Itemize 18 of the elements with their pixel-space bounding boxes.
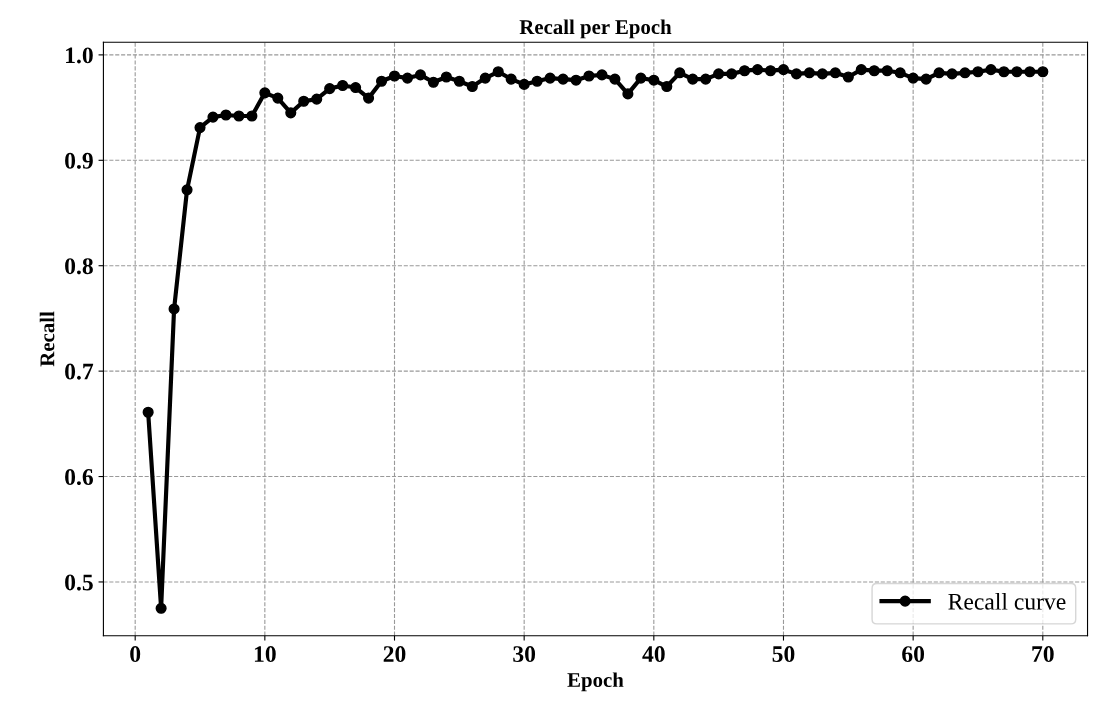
x-tick-label: 10: [254, 646, 276, 663]
y-tick-label: 0.5: [65, 574, 93, 591]
x-tick-label: 50: [772, 646, 795, 663]
y-tick-label: 0.9: [65, 152, 93, 169]
x-tick-label: 60: [902, 646, 925, 663]
x-axis-title: Epoch: [567, 672, 624, 692]
y-axis-title: Recall: [39, 311, 55, 367]
y-tick-label: 1.0: [66, 47, 93, 64]
y-tick-label: 0.6: [65, 469, 93, 486]
y-tick-label: 0.7: [65, 363, 94, 380]
x-tick-label: 70: [1032, 646, 1054, 663]
x-tick-label: 20: [383, 646, 406, 663]
x-tick-label: 30: [513, 646, 536, 663]
chart-title: Recall per Epoch: [519, 19, 672, 39]
x-tick-label: 0: [130, 646, 141, 663]
legend-label: Recall curve: [948, 593, 1066, 610]
x-tick-label: 40: [642, 646, 665, 663]
y-tick-label: 0.8: [65, 258, 93, 275]
